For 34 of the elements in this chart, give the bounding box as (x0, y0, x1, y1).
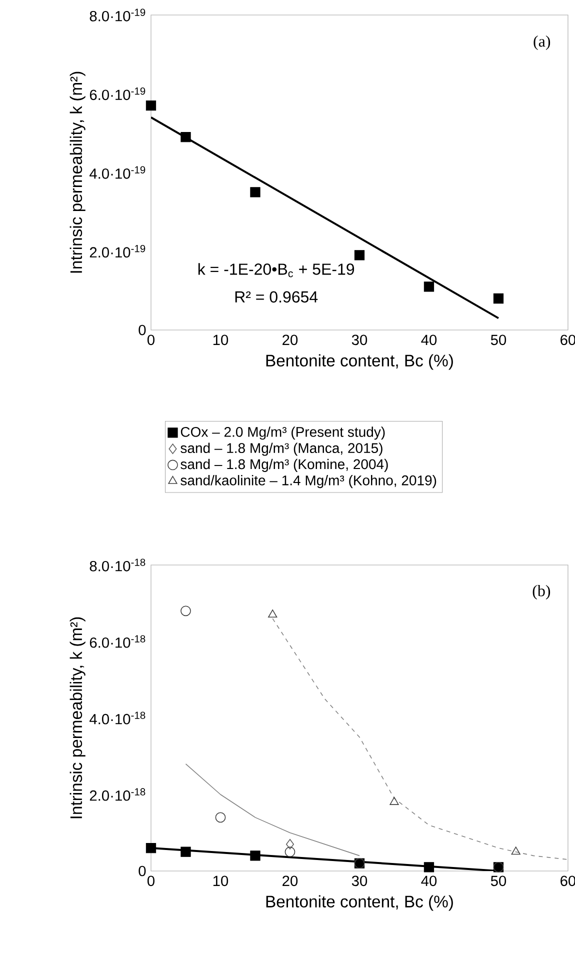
y-tick-label: 8.0·10$^{-18}$ (90, 558, 146, 572)
x-tick-label: 40 (421, 334, 437, 346)
legend-label: COx – 2.0 Mg/m³ (Present study) (180, 426, 385, 440)
x-axis-title: Bentonite content, Bc (%) (266, 354, 453, 370)
y-tick-label: 4.0·10$^{-18}$ (90, 712, 146, 724)
x-tick-label: 30 (352, 876, 368, 886)
y-tick-label: 2.0·10$^{-19}$ (90, 244, 146, 258)
x-tick-label: 40 (421, 876, 437, 886)
x-tick-label: 0 (147, 334, 154, 346)
legend-label: sand – 1.8 Mg/m³ (Komine, 2004) (180, 458, 388, 472)
y-axis-title: Intrinsic permeability, k (m²) (70, 617, 86, 818)
x-tick-label: 50 (490, 876, 506, 886)
x-tick-label: 10 (213, 334, 228, 346)
y-tick-label: 4.0·10$^{-19}$ (90, 166, 146, 179)
y-tick-label: 2.0·10$^{-18}$ (90, 788, 146, 801)
x-tick-label: 30 (352, 334, 368, 346)
annotation: R² = 0.9654 (235, 291, 318, 303)
legend-label: sand – 1.8 Mg/m³ (Manca, 2015) (180, 442, 382, 456)
x-axis-title: Bentonite content, Bc (%) (266, 895, 453, 911)
annotation: (a) (534, 35, 550, 50)
annotation: k = -1E-20•B$_{c}$ + 5E-19 (198, 263, 354, 278)
x-tick-label: 50 (490, 334, 506, 346)
y-axis-title: Intrinsic permeability, k (m²) (70, 72, 86, 273)
y-tick-label: 6.0·10$^{-18}$ (90, 635, 146, 648)
x-tick-label: 0 (147, 876, 154, 886)
y-tick-label: 6.0·10$^{-19}$ (90, 87, 146, 100)
y-tick-label: 0 (138, 324, 146, 336)
annotation: (b) (532, 585, 550, 600)
y-tick-label: 0 (138, 866, 146, 876)
x-tick-label: 20 (282, 334, 298, 346)
x-tick-label: 20 (282, 876, 298, 886)
x-tick-label: 10 (213, 876, 228, 886)
y-tick-label: 8.0·10$^{-19}$ (90, 8, 146, 22)
legend-label: sand/kaolinite – 1.4 Mg/m³ (Kohno, 2019) (180, 475, 436, 488)
